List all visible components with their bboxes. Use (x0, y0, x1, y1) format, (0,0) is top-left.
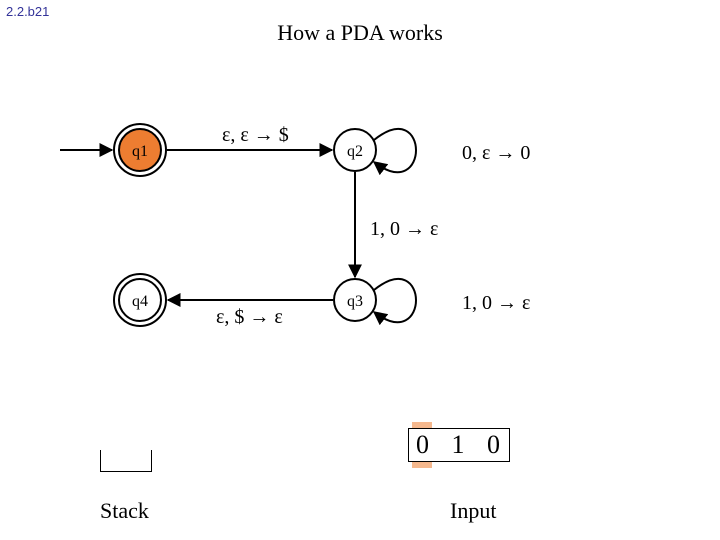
edge-label-q2-q3: 1, 0 → ε (370, 218, 438, 241)
edge-label-q3-q4: ε, $ → ε (216, 306, 283, 329)
input-tape: 0 1 0 (416, 430, 508, 460)
edge-label-q1-q2: ε, ε → $ (222, 124, 289, 147)
stack-caption: Stack (100, 498, 149, 524)
state-q1-label: q1 (132, 143, 148, 160)
edge-label-q3-loop: 1, 0 → ε (462, 292, 530, 315)
edge-label-q2-loop: 0, ε → 0 (462, 142, 530, 165)
state-q4-label: q4 (132, 293, 148, 310)
edge-q3-q3-loop (374, 279, 416, 322)
stack-box (100, 450, 152, 472)
edge-q2-q2-loop (374, 129, 416, 172)
state-q2-label: q2 (347, 143, 363, 160)
input-caption: Input (450, 498, 496, 524)
state-q3-label: q3 (347, 293, 363, 310)
